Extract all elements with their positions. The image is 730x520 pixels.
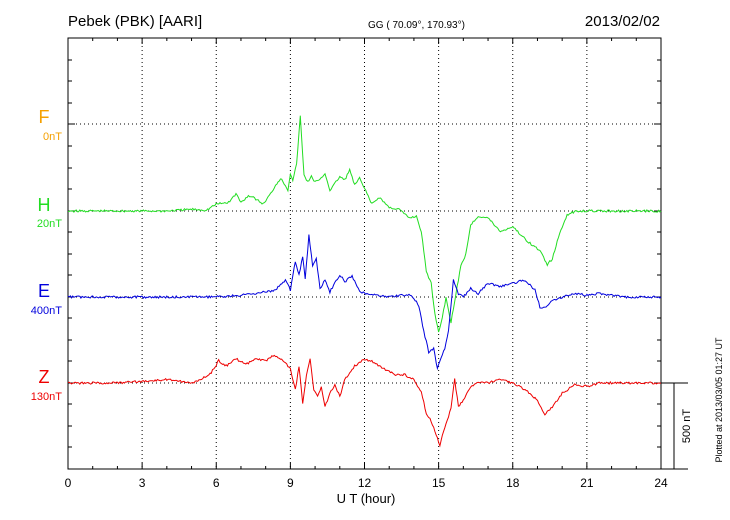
component-label-e: E <box>38 281 50 301</box>
scale-bar: 500 nT <box>661 382 693 470</box>
component-scale-h: 20nT <box>37 218 62 230</box>
x-tick-label: 18 <box>506 476 520 490</box>
component-label-z: Z <box>39 367 50 387</box>
axis-ticks <box>67 38 662 469</box>
plotted-timestamp: Plotted at 2013/03/05 01:27 UT <box>714 337 724 463</box>
date-label: 2013/02/02 <box>585 13 660 30</box>
series-line-e <box>67 234 662 371</box>
component-label-h: H <box>38 195 51 215</box>
series-line-z <box>67 354 662 448</box>
station-title: Pebek (PBK) [AARI] <box>68 13 202 30</box>
x-tick-label: 0 <box>65 476 72 490</box>
x-tick-label: 9 <box>287 476 294 490</box>
x-axis-label: U T (hour) <box>337 491 396 506</box>
x-tick-label: 12 <box>358 476 372 490</box>
component-label-f: F <box>39 107 50 127</box>
x-tick-label: 3 <box>139 476 146 490</box>
series-line-h <box>68 115 662 333</box>
component-scale-e: 400nT <box>31 305 62 317</box>
grid-lines <box>68 38 661 469</box>
component-scale-z: 130nT <box>31 391 62 403</box>
x-tick-label: 24 <box>654 476 668 490</box>
scale-bar-label: 500 nT <box>681 409 693 444</box>
series-lines <box>67 115 662 448</box>
x-tick-labels: 0 3 6 9 12 15 18 21 24 <box>65 476 668 490</box>
x-tick-label: 6 <box>213 476 220 490</box>
x-tick-label: 15 <box>432 476 446 490</box>
x-tick-label: 21 <box>580 476 594 490</box>
component-labels: F 0nT H 20nT E 400nT Z 130nT <box>31 107 62 403</box>
geographic-coordinates: GG ( 70.09°, 170.93°) <box>368 20 465 31</box>
component-scale-f: 0nT <box>43 131 62 143</box>
